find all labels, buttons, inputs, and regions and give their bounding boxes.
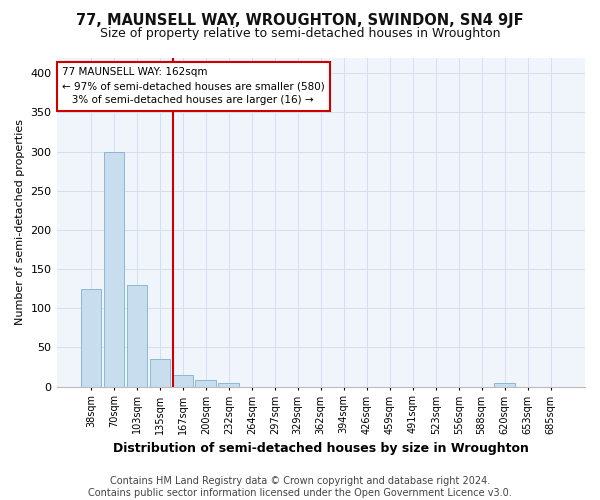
Bar [80, 288, 101, 386]
Bar [149, 359, 170, 386]
Text: Size of property relative to semi-detached houses in Wroughton: Size of property relative to semi-detach… [100, 28, 500, 40]
Bar [196, 380, 216, 386]
Y-axis label: Number of semi-detached properties: Number of semi-detached properties [15, 119, 25, 325]
Text: 77 MAUNSELL WAY: 162sqm
← 97% of semi-detached houses are smaller (580)
   3% of: 77 MAUNSELL WAY: 162sqm ← 97% of semi-de… [62, 68, 325, 106]
Bar [127, 285, 147, 386]
Text: Contains HM Land Registry data © Crown copyright and database right 2024.
Contai: Contains HM Land Registry data © Crown c… [88, 476, 512, 498]
Bar [494, 382, 515, 386]
Bar [173, 375, 193, 386]
Bar [218, 382, 239, 386]
X-axis label: Distribution of semi-detached houses by size in Wroughton: Distribution of semi-detached houses by … [113, 442, 529, 455]
Bar [104, 152, 124, 386]
Text: 77, MAUNSELL WAY, WROUGHTON, SWINDON, SN4 9JF: 77, MAUNSELL WAY, WROUGHTON, SWINDON, SN… [76, 12, 524, 28]
